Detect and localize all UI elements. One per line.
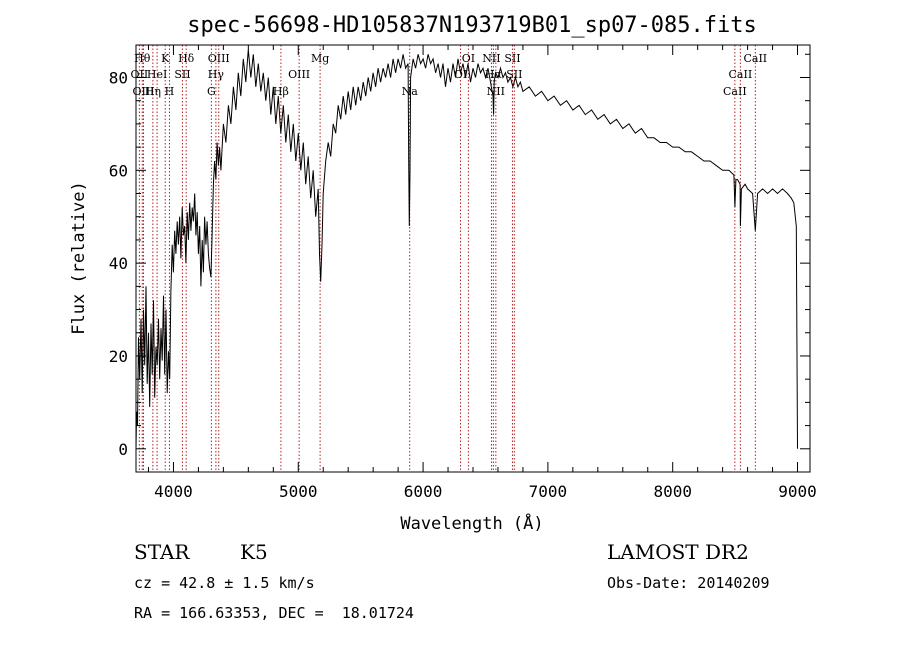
y-tick-label: 0 bbox=[118, 440, 128, 459]
line-marker-label: CaII bbox=[743, 52, 767, 65]
x-tick-label: 7000 bbox=[529, 482, 568, 501]
spectrum-line bbox=[135, 49, 798, 449]
x-tick-label: 6000 bbox=[404, 482, 443, 501]
coordinates: RA = 166.63353, DEC = 18.01724 bbox=[134, 604, 414, 622]
line-marker-label: CaII bbox=[723, 85, 747, 98]
y-tick-label: 40 bbox=[109, 254, 128, 273]
x-axis: 4000 5000 6000 7000 8000 9000 bbox=[147, 45, 817, 501]
line-marker-label: Hβ bbox=[273, 85, 289, 98]
line-marker-label: NII bbox=[482, 52, 500, 65]
line-marker-label: G bbox=[207, 85, 216, 98]
line-marker-label: HeI bbox=[147, 68, 167, 81]
line-marker-label: OIII bbox=[132, 85, 154, 98]
line-marker-label: H bbox=[165, 85, 175, 98]
y-axis-label: Flux (relative) bbox=[69, 181, 89, 335]
y-tick-label: 80 bbox=[109, 68, 128, 87]
obs-date: Obs-Date: 20140209 bbox=[607, 574, 770, 592]
line-marker-label: CaII bbox=[729, 68, 753, 81]
subclass: K5 bbox=[240, 540, 268, 564]
line-marker-label: NII bbox=[487, 85, 505, 98]
line-marker-label: Hθ bbox=[134, 52, 151, 65]
line-marker-label: K bbox=[161, 52, 170, 65]
line-marker-label: Hη bbox=[145, 85, 161, 98]
line-marker-label: OI bbox=[462, 52, 475, 65]
line-marker-label: Hδ bbox=[178, 52, 195, 65]
redshift: cz = 42.8 ± 1.5 km/s bbox=[134, 574, 315, 592]
line-marker-label: Mg bbox=[311, 52, 329, 65]
line-marker-label: OII bbox=[131, 68, 149, 81]
y-tick-label: 60 bbox=[109, 161, 128, 180]
survey-name: LAMOST DR2 bbox=[607, 540, 749, 564]
line-marker-label: SII bbox=[174, 68, 190, 81]
plot-frame bbox=[135, 44, 811, 473]
x-tick-label: 8000 bbox=[653, 482, 692, 501]
line-marker-label: OIII bbox=[208, 52, 230, 65]
x-tick-label: 4000 bbox=[154, 482, 193, 501]
x-tick-label: 5000 bbox=[279, 482, 318, 501]
x-tick-label: 9000 bbox=[778, 482, 817, 501]
x-axis-label: Wavelength (Å) bbox=[400, 512, 543, 534]
chart-title: spec-56698-HD105837N193719B01_sp07-085.f… bbox=[187, 13, 757, 38]
y-tick-label: 20 bbox=[109, 347, 128, 366]
line-marker-labels: OIIHθOIIIHηHeIKHSIIHδGHγOIIIHβOIIIMgNaOI… bbox=[131, 52, 768, 98]
line-marker-label: SII bbox=[504, 52, 520, 65]
line-marker-label: Na bbox=[402, 85, 419, 98]
line-marker-label: SII bbox=[506, 68, 522, 81]
line-marker-label: Hγ bbox=[208, 68, 225, 81]
line-marker-label: OI bbox=[454, 68, 467, 81]
line-marker-label: OIII bbox=[288, 68, 310, 81]
y-axis: 0 20 40 60 80 bbox=[109, 53, 810, 459]
object-class: STAR bbox=[134, 540, 190, 564]
